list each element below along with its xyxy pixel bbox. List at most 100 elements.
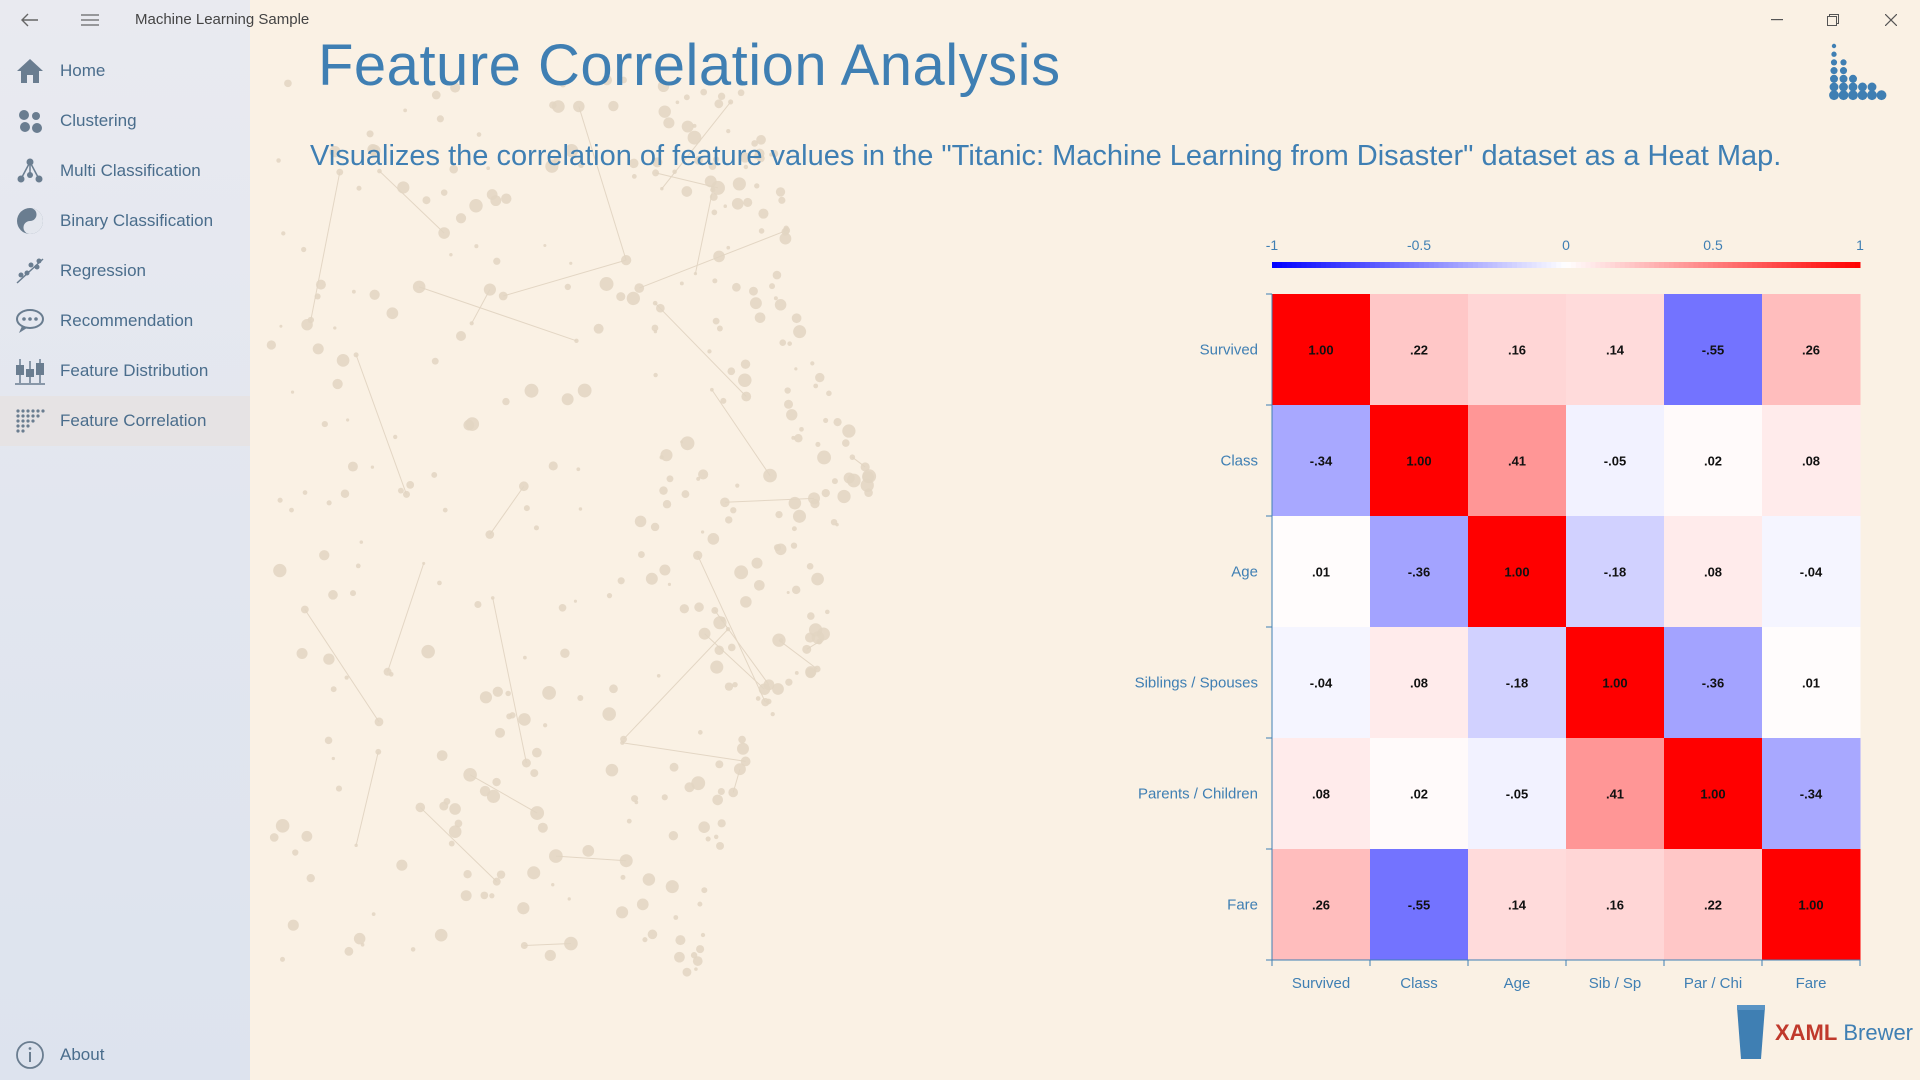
nav-label-recommendation: Recommendation bbox=[60, 311, 194, 330]
multi-classification-icon bbox=[14, 155, 46, 187]
clustering-icon bbox=[14, 105, 46, 137]
color-scale-segment bbox=[1325, 262, 1332, 268]
color-scale-segment bbox=[1384, 262, 1391, 268]
heatmap-cell bbox=[1370, 627, 1469, 739]
color-scale-segment bbox=[1487, 262, 1493, 268]
color-scale-segment bbox=[1531, 262, 1538, 268]
nav-label-binary-classification: Binary Classification bbox=[60, 211, 214, 230]
heatmap-cell-label: -.36 bbox=[1408, 565, 1430, 580]
color-scale-segment bbox=[1340, 262, 1346, 268]
color-scale-segment bbox=[1433, 262, 1440, 268]
color-scale-segment bbox=[1281, 262, 1288, 268]
minimize-button[interactable] bbox=[1754, 8, 1800, 32]
nav-item-multi-classification[interactable]: Multi Classification bbox=[0, 146, 250, 196]
color-scale-segment bbox=[1335, 262, 1342, 268]
color-scale-segment bbox=[1644, 262, 1650, 268]
color-scale-segment bbox=[1737, 262, 1743, 268]
heatmap-cell-label: -.36 bbox=[1702, 676, 1724, 691]
restore-button[interactable] bbox=[1810, 8, 1856, 32]
color-scale-segment bbox=[1306, 262, 1312, 268]
color-scale-segment bbox=[1629, 262, 1636, 268]
color-scale-segment bbox=[1762, 262, 1768, 268]
nav-item-binary-classification[interactable]: Binary Classification bbox=[0, 196, 250, 246]
color-scale-segment bbox=[1291, 262, 1297, 268]
color-scale-tick-label: 1 bbox=[1856, 237, 1864, 253]
color-scale-segment bbox=[1727, 262, 1734, 268]
x-tick-label: Age bbox=[1504, 975, 1531, 992]
color-scale-segment bbox=[1766, 262, 1773, 268]
about-button[interactable]: About bbox=[14, 1030, 104, 1080]
color-scale-segment bbox=[1521, 262, 1528, 268]
color-scale-segment bbox=[1855, 262, 1861, 268]
recommendation-icon bbox=[14, 305, 46, 337]
home-icon bbox=[14, 55, 46, 87]
heatmap-cell-label: .26 bbox=[1802, 343, 1820, 358]
heatmap-cell-label: .26 bbox=[1312, 898, 1330, 913]
y-tick-label: Age bbox=[1231, 564, 1258, 581]
heatmap-cell-label: -.18 bbox=[1604, 565, 1626, 580]
nav-item-regression[interactable]: Regression bbox=[0, 246, 250, 296]
heatmap-cell bbox=[1468, 849, 1567, 961]
color-scale-segment bbox=[1321, 262, 1327, 268]
color-scale-tick-label: -1 bbox=[1266, 237, 1279, 253]
menu-button[interactable] bbox=[74, 8, 106, 32]
heatmap-cell bbox=[1762, 405, 1861, 517]
heatmap-cell-label: 1.00 bbox=[1308, 343, 1333, 358]
color-scale-segment bbox=[1585, 262, 1591, 268]
color-scale-segment bbox=[1752, 262, 1758, 268]
brand-brewer: Brewer bbox=[1843, 1020, 1914, 1045]
color-scale-segment bbox=[1541, 262, 1547, 268]
heatmap-cell-label: -.55 bbox=[1702, 343, 1724, 358]
heatmap-cell bbox=[1468, 627, 1567, 739]
color-scale-segment bbox=[1845, 262, 1851, 268]
heatmap-cell bbox=[1566, 294, 1665, 406]
page-title: Feature Correlation Analysis bbox=[318, 33, 1061, 98]
color-scale-segment bbox=[1301, 262, 1307, 268]
heatmap-cell-label: .14 bbox=[1606, 343, 1625, 358]
color-scale-tick-label: 0 bbox=[1562, 237, 1570, 253]
color-scale-segment bbox=[1556, 262, 1562, 268]
color-scale-segment bbox=[1615, 262, 1621, 268]
heatmap-cell bbox=[1566, 738, 1665, 850]
color-scale-segment bbox=[1374, 262, 1381, 268]
nav-item-feature-correlation[interactable]: Feature Correlation bbox=[0, 396, 250, 446]
nav-item-home[interactable]: Home bbox=[0, 46, 250, 96]
page-subtitle: Visualizes the correlation of feature va… bbox=[310, 140, 1782, 172]
heatmap-cell bbox=[1762, 738, 1861, 850]
heatmap-cell-label: -.04 bbox=[1800, 565, 1823, 580]
color-scale-segment bbox=[1570, 262, 1577, 268]
heatmap-cell bbox=[1468, 738, 1567, 850]
color-scale-segment bbox=[1771, 262, 1778, 268]
color-scale-segment bbox=[1497, 262, 1503, 268]
heatmap-cell bbox=[1272, 405, 1371, 517]
minimize-icon bbox=[1771, 19, 1783, 21]
color-scale-segment bbox=[1330, 262, 1337, 268]
color-scale-tick-label: -0.5 bbox=[1407, 237, 1431, 253]
color-scale-segment bbox=[1438, 262, 1444, 268]
nav-item-clustering[interactable]: Clustering bbox=[0, 96, 250, 146]
color-scale-segment bbox=[1482, 262, 1489, 268]
color-scale-segment bbox=[1673, 262, 1680, 268]
heatmap-cell-label: .41 bbox=[1508, 454, 1526, 469]
color-scale-segment bbox=[1419, 262, 1425, 268]
color-scale-segment bbox=[1477, 262, 1484, 268]
close-button[interactable] bbox=[1868, 8, 1914, 32]
heatmap-cell bbox=[1272, 627, 1371, 739]
cup-icon bbox=[1737, 1005, 1765, 1059]
color-scale-segment bbox=[1659, 262, 1665, 268]
heatmap-cell bbox=[1272, 516, 1371, 628]
app-logo-icon bbox=[1829, 43, 1887, 101]
background-network-illustration bbox=[266, 75, 877, 977]
nav-item-feature-distribution[interactable]: Feature Distribution bbox=[0, 346, 250, 396]
heatmap-cell bbox=[1664, 849, 1763, 961]
color-scale-segment bbox=[1472, 262, 1479, 268]
x-tick-label: Fare bbox=[1796, 975, 1827, 992]
heatmap-cell bbox=[1664, 294, 1763, 406]
color-scale-segment bbox=[1850, 262, 1856, 268]
color-scale-segment bbox=[1649, 262, 1655, 268]
color-scale-segment bbox=[1296, 262, 1302, 268]
nav-item-recommendation[interactable]: Recommendation bbox=[0, 296, 250, 346]
back-button[interactable] bbox=[14, 8, 46, 32]
heatmap-cell bbox=[1762, 849, 1861, 961]
heatmap-cell-label: -.55 bbox=[1408, 898, 1430, 913]
